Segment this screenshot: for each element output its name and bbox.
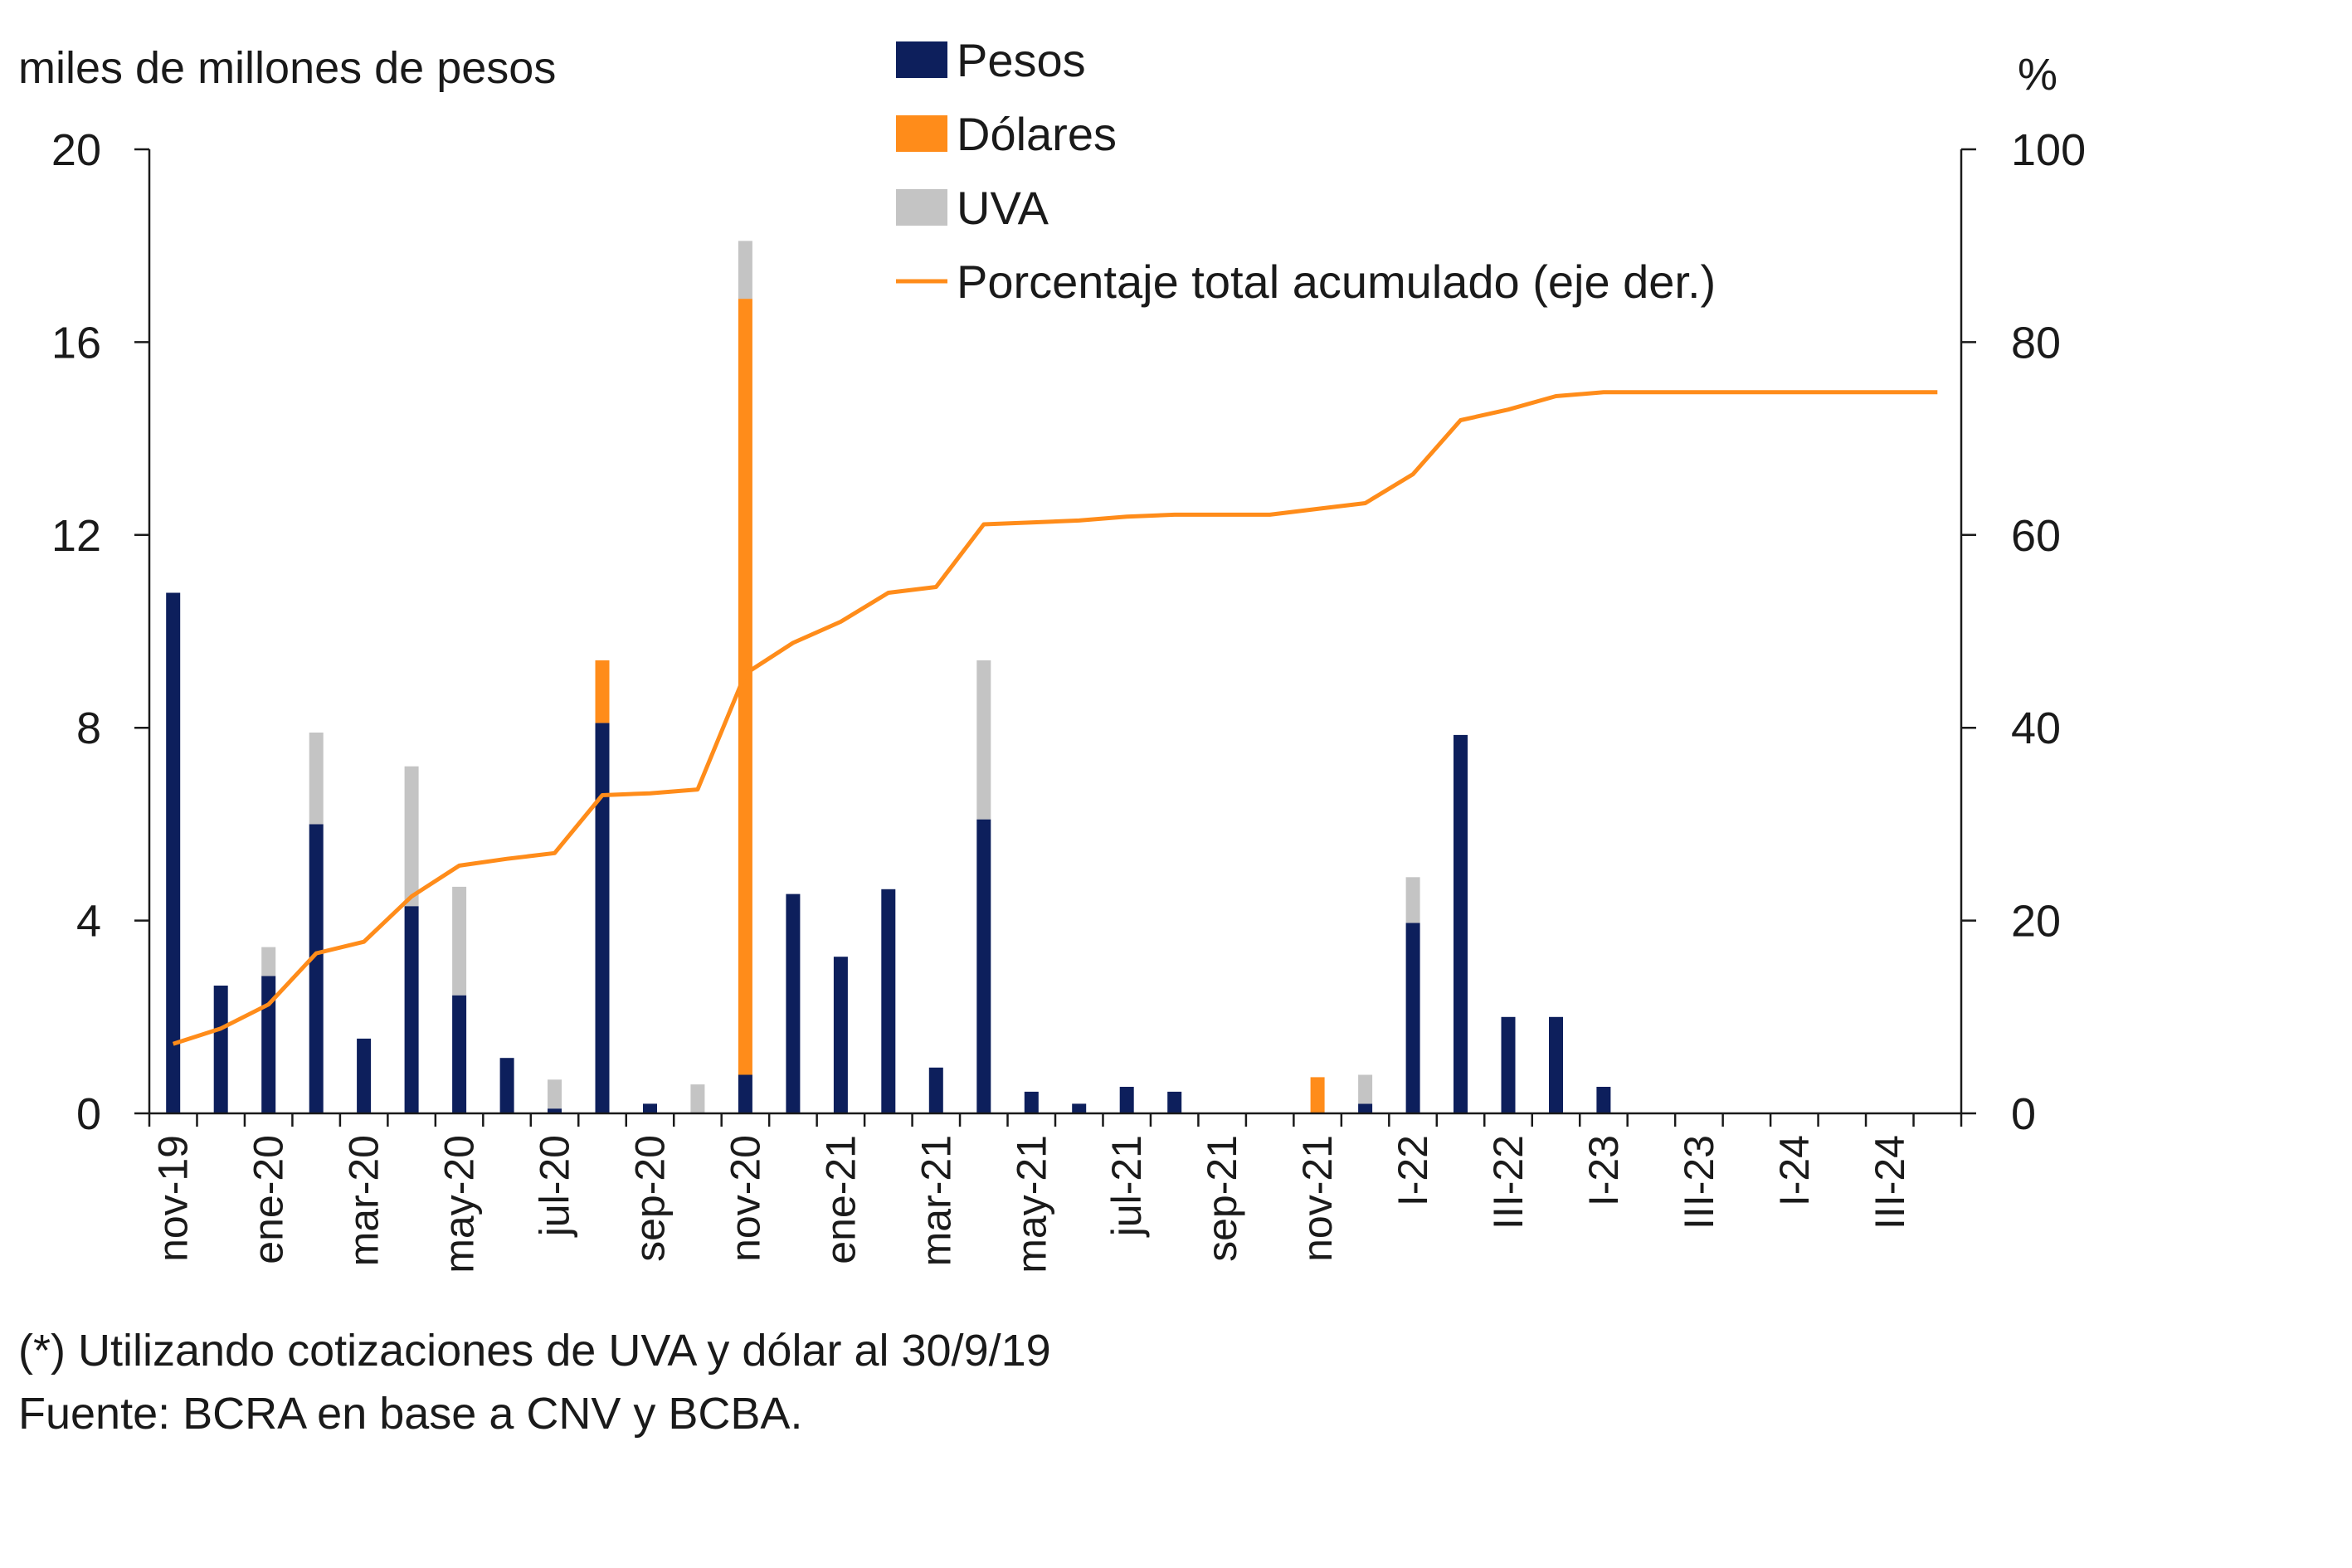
bar-dlares-nov-21 (1310, 1077, 1325, 1113)
x-tick-label: I-24 (1771, 1135, 1818, 1206)
x-tick-label: ene-20 (246, 1135, 292, 1264)
bar-uva-ene-20 (261, 947, 276, 976)
x-tick-label: ene-21 (817, 1135, 864, 1264)
bar-pesos-jun-20 (499, 1058, 514, 1113)
bar-pesos-III-22 (1501, 1016, 1516, 1113)
bars-layer (166, 241, 1611, 1113)
bar-uva-oct-20 (690, 1084, 705, 1113)
bar-pesos-mar-20 (357, 1038, 372, 1113)
bar-pesos-ago-20 (595, 723, 610, 1113)
left-tick-label: 0 (76, 1089, 101, 1139)
left-tick-label: 16 (51, 318, 101, 368)
left-axis-label: miles de millones de pesos (18, 43, 556, 93)
left-tick-label: 4 (76, 897, 101, 947)
bar-dlares-nov-20 (738, 299, 752, 1075)
bar-pesos-II-22 (1454, 734, 1468, 1113)
bar-pesos-nov-19 (166, 592, 181, 1113)
bar-uva-feb-20 (309, 733, 324, 825)
left-tick-label: 12 (51, 511, 101, 561)
bar-pesos-jun-21 (1072, 1103, 1087, 1113)
x-tick-label: jul-20 (532, 1135, 578, 1238)
bar-pesos-ene-21 (833, 957, 848, 1113)
legend-label: UVA (957, 182, 1049, 234)
right-tick-label: 60 (2011, 511, 2061, 561)
legend-label: Pesos (957, 34, 1086, 86)
x-tick-label: III-23 (1676, 1135, 1722, 1230)
x-tick-label: nov-20 (722, 1135, 768, 1262)
bar-pesos-may-21 (1024, 1091, 1039, 1113)
x-tick-label: I-23 (1580, 1135, 1627, 1206)
footnote: (*) Utilizando cotizaciones de UVA y dól… (18, 1326, 1051, 1376)
x-tick-label: nov-19 (150, 1135, 197, 1262)
right-tick-label: 100 (2011, 125, 2086, 175)
bar-pesos-abr-21 (976, 819, 991, 1113)
x-tick-label: may-20 (436, 1135, 483, 1273)
x-tick-label: may-21 (1008, 1135, 1054, 1273)
left-tick-label: 8 (76, 704, 101, 753)
source-note: Fuente: BCRA en base a CNV y BCBA. (18, 1389, 803, 1439)
bar-uva-nov-20 (738, 241, 752, 299)
line-porcentaje-acumulado (172, 390, 1938, 1046)
right-axis-label: % (2018, 50, 2057, 100)
x-tick-label: mar-21 (913, 1135, 959, 1266)
bar-pesos-nov-20 (738, 1074, 752, 1113)
bar-pesos-dic-19 (213, 986, 228, 1113)
bar-uva-jul-20 (548, 1079, 562, 1109)
legend-label: Porcentaje total acumulado (eje der.) (957, 256, 1716, 308)
bar-pesos-ago-21 (1167, 1091, 1182, 1113)
bar-pesos-jul-20 (548, 1108, 562, 1113)
bar-pesos-abr-20 (404, 906, 419, 1113)
x-tick-label: sep-20 (626, 1135, 673, 1262)
bar-pesos-dic-20 (786, 894, 801, 1113)
x-tick-label: sep-21 (1199, 1135, 1245, 1262)
bar-pesos-dic-21 (1358, 1103, 1373, 1113)
right-tick-label: 80 (2011, 318, 2061, 368)
bar-uva-abr-21 (976, 660, 991, 820)
bar-pesos-I-22 (1405, 923, 1420, 1113)
legend-swatch-pesos (896, 41, 947, 78)
bar-pesos-mar-21 (928, 1067, 943, 1113)
right-tick-label: 0 (2011, 1089, 2036, 1139)
legend-swatch-uva (896, 189, 947, 226)
bar-pesos-ene-20 (261, 976, 276, 1113)
x-tick-label: III-22 (1485, 1135, 1531, 1230)
bar-uva-abr-20 (404, 766, 419, 907)
legend: Pesos Dólares UVA Porcentaje total acumulad… (896, 34, 1716, 308)
ticks-layer: 0 4 8 12 16 20 0 20 40 60 80 100 nov-19 ene-20 mar-20 m… (51, 125, 2086, 1273)
x-tick-label: jul-21 (1103, 1135, 1150, 1238)
bar-uva-may-20 (452, 886, 467, 996)
legend-label: Dólares (957, 108, 1117, 160)
bar-uva-dic-21 (1358, 1074, 1373, 1104)
bar-pesos-sep-20 (643, 1103, 657, 1113)
left-tick-label: 20 (51, 125, 101, 175)
bar-pesos-jul-21 (1119, 1087, 1134, 1113)
right-tick-label: 40 (2011, 704, 2061, 753)
bar-pesos-feb-20 (309, 824, 324, 1113)
right-tick-label: 20 (2011, 897, 2061, 947)
legend-swatch-dlares (896, 115, 947, 152)
bar-pesos-feb-21 (881, 889, 896, 1113)
x-tick-label: mar-20 (341, 1135, 387, 1266)
bar-uva-I-22 (1405, 877, 1420, 923)
line-layer (172, 390, 1938, 1046)
bar-pesos-IV-22 (1549, 1016, 1563, 1113)
x-tick-label: I-22 (1390, 1135, 1436, 1206)
x-tick-label: nov-21 (1294, 1135, 1341, 1262)
bar-dlares-ago-20 (595, 660, 610, 723)
bar-pesos-may-20 (452, 995, 467, 1113)
x-tick-label: III-24 (1867, 1135, 1913, 1230)
bar-pesos-I-23 (1596, 1087, 1611, 1113)
